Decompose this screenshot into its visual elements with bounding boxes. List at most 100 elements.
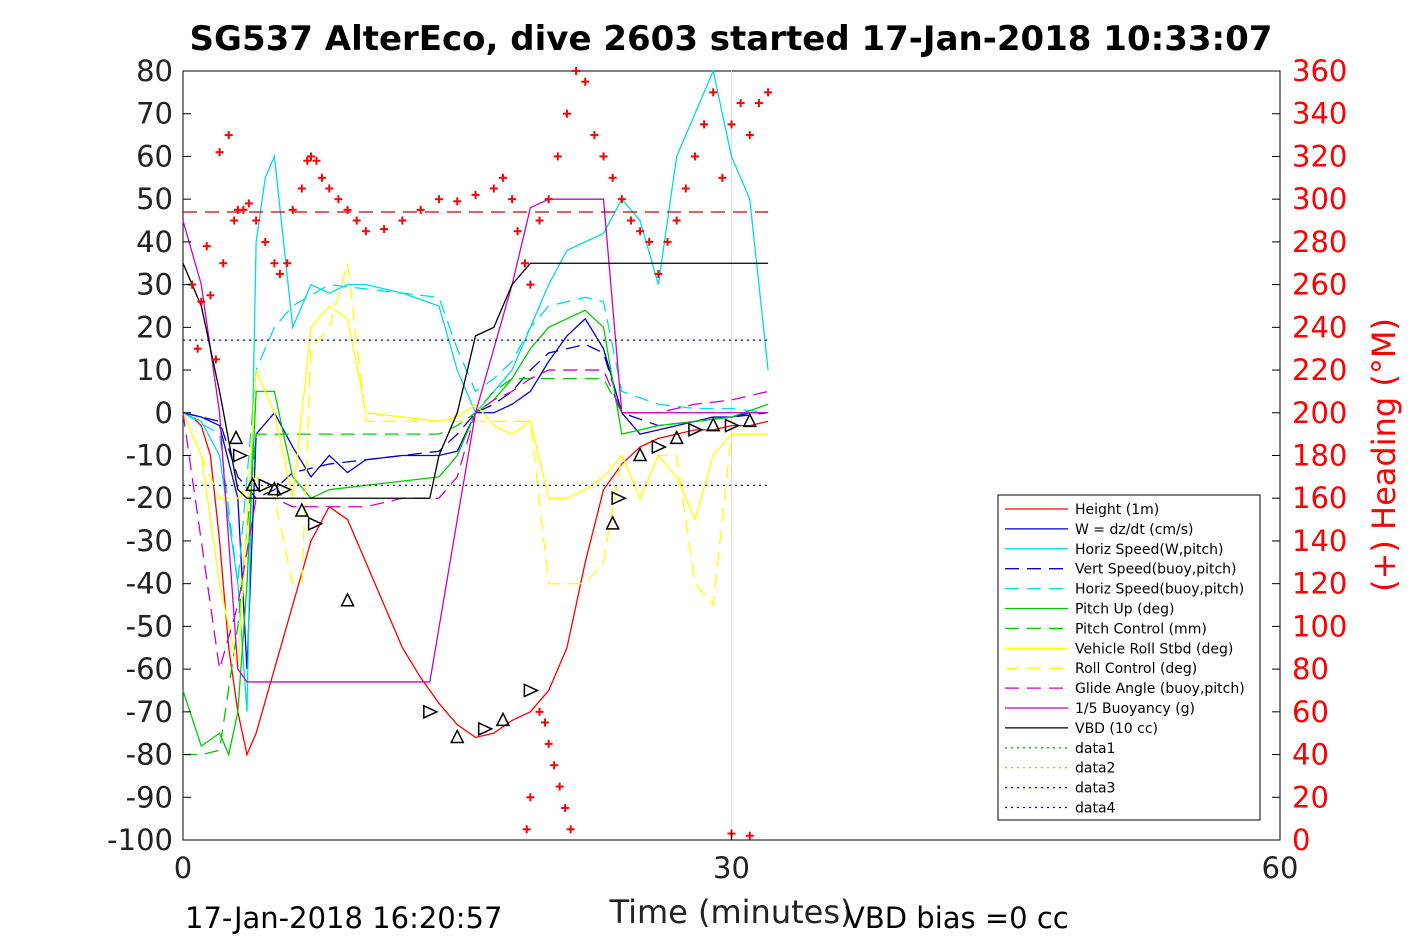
heading-point: [513, 227, 522, 236]
heading-point: [535, 216, 544, 225]
y-right-tick-label: 60: [1292, 695, 1329, 729]
heading-point: [215, 148, 224, 157]
legend-label: 1/5 Buoyancy (g): [1075, 701, 1195, 717]
legend-item: Glide Angle (buoy,pitch): [1005, 681, 1245, 697]
legend-label: Roll Control (deg): [1075, 661, 1197, 677]
y-left-tick-label: 80: [136, 54, 173, 88]
legend-label: VBD (10 cc): [1075, 721, 1158, 737]
y-right-tick-label: 120: [1292, 567, 1347, 601]
legend-item: Pitch Up (deg): [1005, 602, 1174, 618]
heading-point: [541, 718, 550, 727]
triangle-marker: [724, 418, 741, 433]
heading-point: [681, 184, 690, 193]
legend-label: data3: [1075, 781, 1115, 797]
triangle-marker: [742, 412, 757, 428]
heading-point: [244, 199, 253, 208]
y-left-tick-label: 50: [136, 182, 173, 216]
heading-point: [544, 195, 553, 204]
series-group: [182, 68, 769, 757]
legend-label: Horiz Speed(buoy,pitch): [1075, 582, 1244, 598]
heading-point: [654, 269, 663, 278]
series-line-vehicle-roll-stbd-deg: [182, 305, 769, 670]
heading-point: [544, 739, 553, 748]
heading-point: [754, 99, 763, 108]
chart-title: SG537 AlterEco, dive 2603 started 17-Jan…: [190, 19, 1273, 59]
triangle-marker: [228, 429, 244, 445]
y-left-tick-label: 20: [136, 310, 173, 344]
y-right-tick-label: 200: [1292, 396, 1347, 430]
legend-label: data1: [1075, 741, 1115, 757]
y-right-tick-label: 260: [1292, 268, 1347, 302]
legend-item: data2: [1005, 761, 1115, 777]
y-left-tick-label: -60: [126, 652, 173, 686]
y-left-tick-label: -50: [126, 609, 173, 643]
heading-point: [581, 77, 590, 86]
triangle-marker: [706, 416, 721, 432]
triangle-marker: [245, 476, 260, 492]
heading-point: [736, 99, 745, 108]
heading-point: [252, 216, 261, 225]
y-right-tick-label: 160: [1292, 481, 1347, 515]
triangle-marker: [611, 491, 627, 506]
legend: Height (1m) W = dz/dt (cm/s) Horiz Speed(W…: [997, 494, 1261, 821]
heading-point: [434, 195, 443, 204]
heading-point: [261, 237, 270, 246]
legend-label: Pitch Control (mm): [1075, 621, 1207, 637]
y-right-tick-label: 360: [1292, 54, 1347, 88]
y-right-tick-label: 280: [1292, 225, 1347, 259]
y-right-tick-label: 100: [1292, 609, 1347, 643]
series-line-roll-control-deg: [182, 263, 769, 607]
heading-point: [555, 782, 564, 791]
heading-point: [306, 152, 315, 161]
heading-point: [416, 205, 425, 214]
heading-point: [398, 216, 407, 225]
heading-point: [599, 152, 608, 161]
heading-point: [636, 227, 645, 236]
y-right-tick-label: 180: [1292, 439, 1347, 473]
heading-point: [745, 131, 754, 140]
series-line-vbd-10-cc: [182, 262, 769, 499]
triangle-marker: [477, 721, 494, 737]
heading-point: [535, 707, 544, 716]
legend-item: Vert Speed(buoy,pitch): [1005, 562, 1237, 578]
y-left-tick-label: -30: [126, 524, 173, 558]
x-tick-label: 60: [1262, 851, 1299, 885]
heading-point: [230, 216, 239, 225]
legend-item: Roll Control (deg): [1005, 661, 1197, 677]
heading-point: [197, 297, 206, 306]
heading-point: [352, 216, 361, 225]
heading-point: [553, 152, 562, 161]
heading-point: [709, 88, 718, 97]
triangle-marker: [232, 448, 249, 463]
series-line-vert-speed-buoy-pitch: [182, 343, 769, 500]
heading-point: [522, 825, 531, 834]
heading-point: [626, 216, 635, 225]
triangle-marker: [294, 502, 310, 517]
triangle-marker: [651, 439, 668, 455]
heading-point: [288, 205, 297, 214]
footer-timestamp: 17-Jan-2018 16:20:57: [185, 901, 502, 935]
y-left-tick-label: -90: [126, 780, 173, 814]
heading-point: [471, 190, 480, 199]
heading-point: [202, 242, 211, 251]
y-left-tick-label: -80: [126, 738, 173, 772]
heading-point: [312, 156, 321, 165]
legend-item: Horiz Speed(W,pitch): [1005, 542, 1223, 558]
y-right-tick-label: 340: [1292, 97, 1347, 131]
heading-point: [572, 67, 581, 75]
heading-point: [325, 184, 334, 193]
legend-label: W = dz/dt (cm/s): [1075, 522, 1194, 538]
heading-point: [520, 259, 529, 268]
axes: 80706050403020100-10-20-30-40-50-60-70-8…: [107, 54, 1347, 885]
legend-item: 1/5 Buoyancy (g): [1005, 701, 1195, 717]
heading-point: [566, 825, 575, 834]
y-left-tick-label: 30: [136, 268, 173, 302]
y-right-tick-label: 220: [1292, 353, 1347, 387]
heading-point: [590, 131, 599, 140]
legend-item: W = dz/dt (cm/s): [1005, 522, 1194, 538]
heading-point: [645, 237, 654, 246]
triangle-marker: [669, 429, 684, 445]
series-line-w-dz-dt-cm-s: [182, 317, 769, 670]
heading-point: [334, 195, 343, 204]
heading-point: [380, 225, 389, 234]
